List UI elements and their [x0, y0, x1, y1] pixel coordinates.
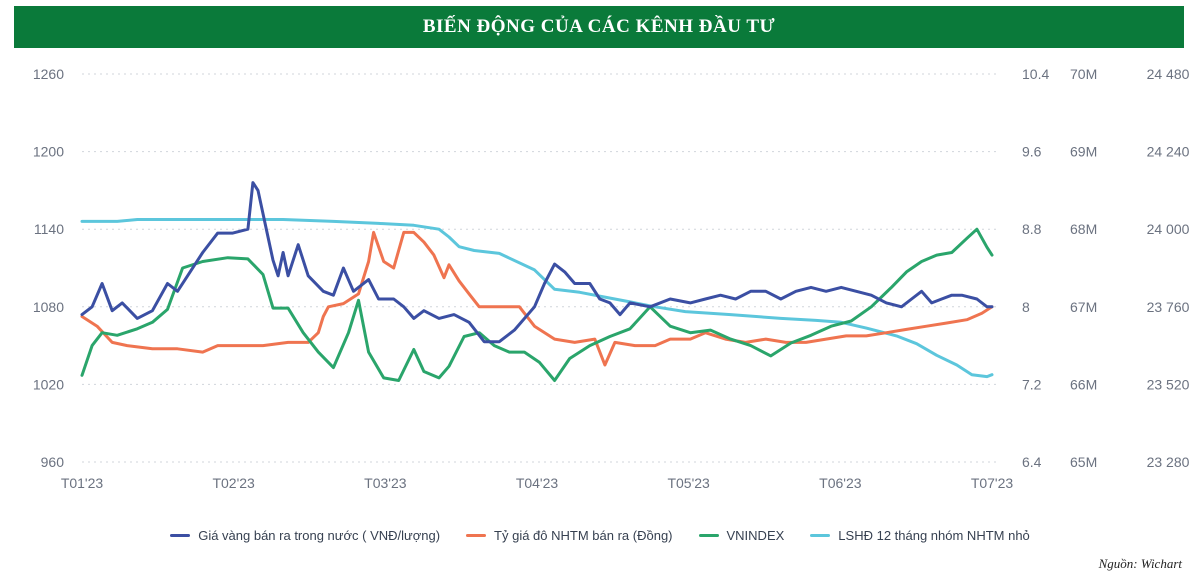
y-tick-label-left: 1020: [33, 376, 64, 392]
y-tick-label-right2: 68M: [1070, 221, 1097, 237]
y-tick-label-left: 1200: [33, 144, 64, 160]
x-tick-label: T03'23: [364, 475, 407, 491]
y-tick-label-left: 1260: [33, 66, 64, 82]
y-tick-label-right3: 23 280: [1147, 454, 1190, 470]
y-tick-label-right3: 24 480: [1147, 66, 1190, 82]
x-tick-label: T06'23: [819, 475, 862, 491]
y-tick-label-right1: 10.4: [1022, 66, 1049, 82]
y-tick-label-left: 960: [41, 454, 65, 470]
y-tick-label-right1: 8.8: [1022, 221, 1042, 237]
x-tick-label: T04'23: [516, 475, 559, 491]
legend-swatch: [698, 533, 719, 537]
legend-label: LSHĐ 12 tháng nhóm NHTM nhỏ: [838, 527, 1030, 543]
x-tick-label: T05'23: [667, 475, 710, 491]
y-tick-label-right2: 70M: [1070, 66, 1097, 82]
chart-title: BIẾN ĐỘNG CỦA CÁC KÊNH ĐẦU TƯ: [422, 16, 776, 37]
series-line: [80, 181, 994, 344]
legend-label: VNINDEX: [726, 527, 785, 543]
y-tick-label-left: 1080: [33, 299, 64, 315]
y-tick-label-right1: 7.2: [1022, 376, 1042, 392]
y-tick-label-right2: 69M: [1070, 144, 1097, 160]
y-tick-label-right3: 24 000: [1147, 221, 1190, 237]
y-tick-label-right3: 23 760: [1147, 299, 1190, 315]
y-tick-label-right1: 8: [1022, 299, 1030, 315]
y-tick-label-right2: 65M: [1070, 454, 1097, 470]
y-tick-label-left: 1140: [34, 221, 64, 237]
x-tick-label: T01'23: [61, 475, 104, 491]
legend-swatch: [466, 533, 487, 537]
legend-label: Giá vàng bán ra trong nước ( VNĐ/lượng): [198, 527, 441, 543]
series-line: [80, 218, 994, 379]
legend-item: LSHĐ 12 tháng nhóm NHTM nhỏ: [810, 527, 1030, 543]
chart-legend: Giá vàng bán ra trong nước ( VNĐ/lượng) T…: [0, 524, 1200, 546]
y-tick-label-right2: 66M: [1070, 376, 1097, 392]
legend-item: Tỷ giá đô NHTM bán ra (Đồng): [466, 527, 673, 543]
legend-label: Tỷ giá đô NHTM bán ra (Đồng): [494, 527, 673, 543]
x-tick-label: T07'23: [971, 475, 1014, 491]
series-line: [80, 230, 994, 367]
y-tick-label-right3: 23 520: [1147, 376, 1190, 392]
legend-item: VNINDEX: [698, 527, 785, 543]
x-tick-label: T02'23: [212, 475, 255, 491]
chart-area: 1260 10.4 70M 24 480 1200 9.6 69M 24 240 1140 8.8…: [0, 52, 1200, 552]
legend-swatch: [810, 533, 831, 537]
y-tick-label-right1: 6.4: [1022, 454, 1042, 470]
series-line: [80, 227, 994, 382]
line-chart: 1260 10.4 70M 24 480 1200 9.6 69M 24 240 1140 8.8…: [33, 66, 1190, 491]
title-banner: BIẾN ĐỘNG CỦA CÁC KÊNH ĐẦU TƯ: [14, 6, 1184, 48]
y-tick-label-right3: 24 240: [1147, 144, 1190, 160]
legend-swatch: [170, 533, 191, 537]
y-tick-label-right1: 9.6: [1022, 144, 1042, 160]
y-tick-label-right2: 67M: [1070, 299, 1097, 315]
source-note: Nguồn: Wichart: [1098, 556, 1182, 571]
legend-item: Giá vàng bán ra trong nước ( VNĐ/lượng): [170, 528, 440, 543]
